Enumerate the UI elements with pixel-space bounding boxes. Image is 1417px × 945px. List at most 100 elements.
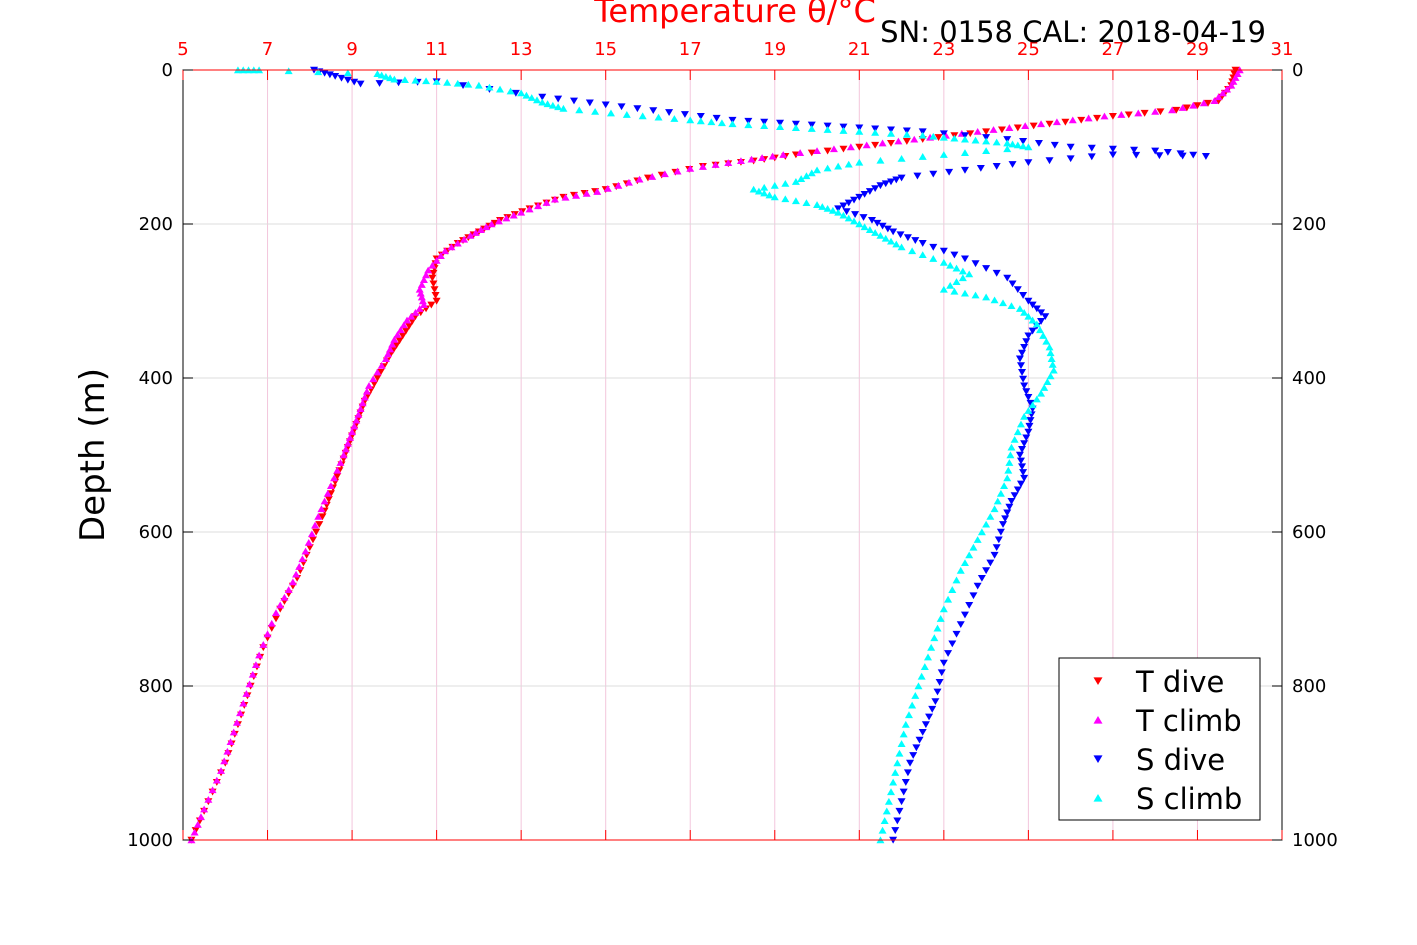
- data-point: [606, 109, 615, 117]
- data-point: [760, 189, 769, 197]
- data-point: [320, 497, 329, 505]
- data-point: [791, 124, 800, 131]
- x-tick-label: 7: [262, 39, 273, 60]
- data-point: [1093, 114, 1102, 122]
- data-point: [1007, 302, 1016, 310]
- data-point: [813, 166, 822, 174]
- data-point: [1005, 503, 1014, 511]
- data-point: [929, 170, 938, 178]
- data-point: [314, 513, 323, 520]
- data-point: [459, 82, 468, 89]
- data-point: [927, 643, 936, 651]
- data-point: [993, 497, 1002, 505]
- data-point: [417, 293, 426, 301]
- data-point: [1003, 274, 1012, 282]
- data-point: [860, 190, 869, 198]
- data-point: [939, 285, 948, 293]
- data-point: [871, 128, 880, 136]
- data-point: [934, 134, 943, 141]
- data-point: [418, 297, 427, 305]
- data-point: [911, 692, 920, 699]
- data-point: [807, 149, 816, 157]
- data-point: [1016, 457, 1025, 465]
- data-point: [341, 445, 350, 453]
- x-tick-label: 15: [594, 39, 617, 60]
- data-point: [860, 223, 869, 231]
- data-point: [880, 817, 889, 824]
- data-point: [373, 368, 382, 376]
- data-point: [1028, 301, 1037, 309]
- data-point: [989, 126, 998, 133]
- data-point: [1006, 451, 1015, 459]
- data-point: [1024, 312, 1033, 320]
- data-point: [1003, 474, 1012, 482]
- data-point: [1132, 151, 1141, 159]
- data-point: [902, 130, 911, 138]
- data-point: [1016, 480, 1025, 488]
- data-point: [956, 566, 965, 574]
- data-point: [802, 199, 811, 207]
- data-point: [193, 821, 202, 828]
- data-point: [1013, 486, 1022, 494]
- data-point: [758, 154, 767, 161]
- data-point: [781, 195, 790, 203]
- data-point: [223, 747, 232, 755]
- data-point: [542, 199, 551, 206]
- data-point: [946, 261, 955, 269]
- data-point: [950, 287, 959, 295]
- data-point: [893, 759, 902, 767]
- data-point: [331, 72, 340, 80]
- data-point: [217, 767, 226, 774]
- data-point: [823, 122, 832, 130]
- data-point: [422, 77, 431, 85]
- data-point: [939, 605, 948, 613]
- data-point: [453, 239, 462, 247]
- data-point: [977, 575, 986, 582]
- data-point: [405, 322, 414, 330]
- data-point: [971, 260, 980, 268]
- data-point: [1193, 102, 1202, 110]
- data-point: [1016, 362, 1025, 370]
- data-point: [317, 505, 326, 513]
- data-point: [533, 96, 542, 104]
- data-point: [818, 203, 827, 210]
- data-point: [408, 318, 417, 325]
- data-point: [918, 131, 927, 139]
- data-point: [1010, 436, 1019, 443]
- data-point: [582, 189, 591, 197]
- data-point: [1018, 349, 1027, 357]
- data-point: [1003, 509, 1012, 517]
- data-point: [343, 76, 352, 84]
- data-point: [1117, 111, 1126, 118]
- data-point: [918, 240, 927, 247]
- data-point: [196, 813, 205, 821]
- data-point: [1021, 122, 1030, 130]
- data-point: [791, 178, 800, 185]
- data-point: [1041, 313, 1050, 320]
- data-point: [298, 555, 307, 563]
- data-point: [796, 149, 805, 156]
- data-point: [829, 145, 838, 153]
- data-point: [855, 143, 864, 151]
- data-point: [575, 106, 584, 114]
- data-point: [403, 316, 412, 324]
- data-point: [891, 769, 900, 776]
- data-point: [797, 175, 806, 182]
- data-point: [395, 337, 404, 345]
- data-point: [903, 769, 912, 777]
- legend-marker: [1093, 755, 1103, 764]
- data-point: [1199, 99, 1208, 107]
- data-point: [912, 744, 921, 752]
- data-point: [807, 125, 816, 132]
- data-point: [747, 155, 756, 163]
- data-point: [855, 124, 864, 132]
- data-point: [990, 551, 999, 559]
- data-point: [950, 251, 959, 259]
- data-point: [427, 301, 436, 309]
- data-point: [897, 740, 906, 747]
- data-point: [992, 269, 1001, 277]
- data-point: [928, 705, 937, 713]
- data-point: [933, 688, 942, 696]
- data-point: [698, 163, 707, 170]
